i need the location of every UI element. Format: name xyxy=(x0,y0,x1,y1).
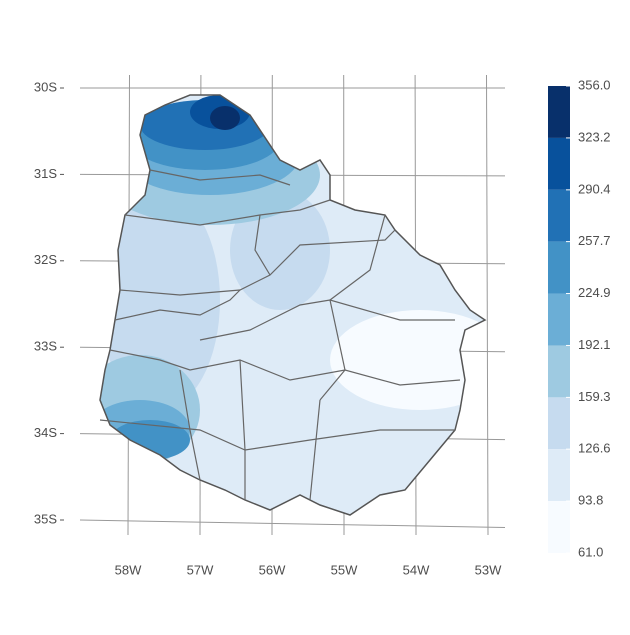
lon-label: 53W xyxy=(475,562,502,577)
colorbar-band xyxy=(548,242,570,294)
lat-label: 35S xyxy=(34,511,57,526)
colorbar-label: 61.0 xyxy=(578,544,603,559)
colorbar-band xyxy=(548,86,570,138)
lat-label: 31S xyxy=(34,166,57,181)
lat-label: 34S xyxy=(34,425,57,440)
colorbar-label: 126.6 xyxy=(578,441,611,456)
lon-label: 58W xyxy=(115,562,142,577)
lat-label: 32S xyxy=(34,252,57,267)
lon-label: 54W xyxy=(403,562,430,577)
colorbar-band xyxy=(548,190,570,242)
colorbar-label: 192.1 xyxy=(578,337,611,352)
colorbar-band xyxy=(548,138,570,190)
colorbar-band xyxy=(548,345,570,397)
colorbar-band xyxy=(548,397,570,449)
colorbar-band xyxy=(548,501,570,553)
lon-label: 56W xyxy=(259,562,286,577)
colorbar-label: 323.2 xyxy=(578,129,611,144)
colorbar-label: 290.4 xyxy=(578,181,611,196)
lon-label: 57W xyxy=(187,562,214,577)
colorbar-label: 159.3 xyxy=(578,389,611,404)
lat-label: 33S xyxy=(34,339,57,354)
field xyxy=(80,90,510,520)
colorbar-band xyxy=(548,449,570,501)
colorbar-label: 257.7 xyxy=(578,233,611,248)
colorbar-label: 93.8 xyxy=(578,493,603,508)
lat-label: 30S xyxy=(34,79,57,94)
colorbar-label: 356.0 xyxy=(578,77,611,92)
lon-label: 55W xyxy=(331,562,358,577)
colorbar-label: 224.9 xyxy=(578,285,611,300)
grid-line xyxy=(487,75,489,535)
colorbar: 356.0 323.2 290.4 257.7 224.9 192.1 159.3 126.6… xyxy=(548,77,611,559)
grid-line xyxy=(80,520,505,528)
colorbar-band xyxy=(548,294,570,346)
